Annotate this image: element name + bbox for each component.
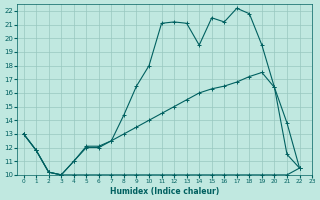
X-axis label: Humidex (Indice chaleur): Humidex (Indice chaleur) bbox=[110, 187, 219, 196]
